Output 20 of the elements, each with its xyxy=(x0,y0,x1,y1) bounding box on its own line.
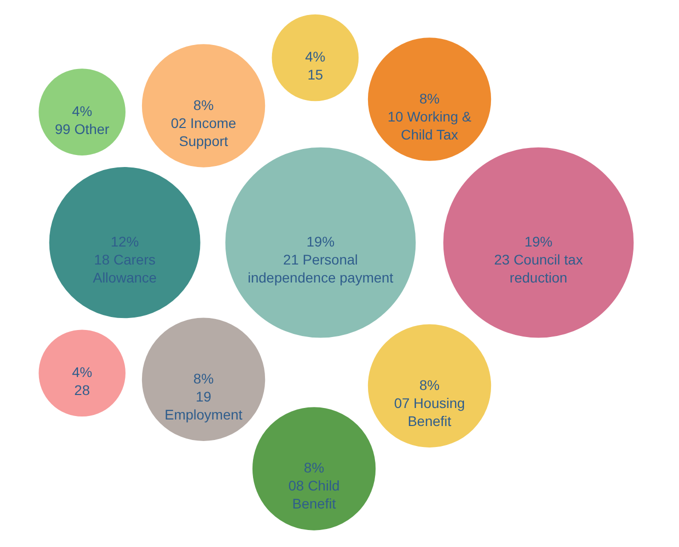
data-label: 8% xyxy=(419,376,440,393)
data-label: 4% xyxy=(72,364,92,380)
category-label: 23 Council tax reduction xyxy=(494,252,583,286)
category-label: 99 Other xyxy=(54,121,110,138)
category-label: 10 Working & Child Tax xyxy=(388,108,472,142)
category-label: 02 Income Support xyxy=(170,114,236,149)
data-label: 19% xyxy=(524,234,552,250)
category-label: 28 xyxy=(74,382,90,398)
category-label: 21 Personal independence payment xyxy=(248,252,394,286)
category-label: 07 Housing Benefit xyxy=(394,394,465,429)
category-label: 08 Child Benefit xyxy=(288,478,340,512)
data-label: 4% xyxy=(72,103,92,120)
data-label: 8% xyxy=(304,460,324,476)
data-label: 4% xyxy=(305,48,326,65)
data-label: 8% xyxy=(193,370,214,386)
data-label: 8% xyxy=(193,96,214,113)
category-label: 19 Employment xyxy=(164,388,243,422)
data-label: 19% xyxy=(306,234,335,250)
category-label: 15 xyxy=(307,66,324,83)
data-label: 8% xyxy=(419,90,440,106)
